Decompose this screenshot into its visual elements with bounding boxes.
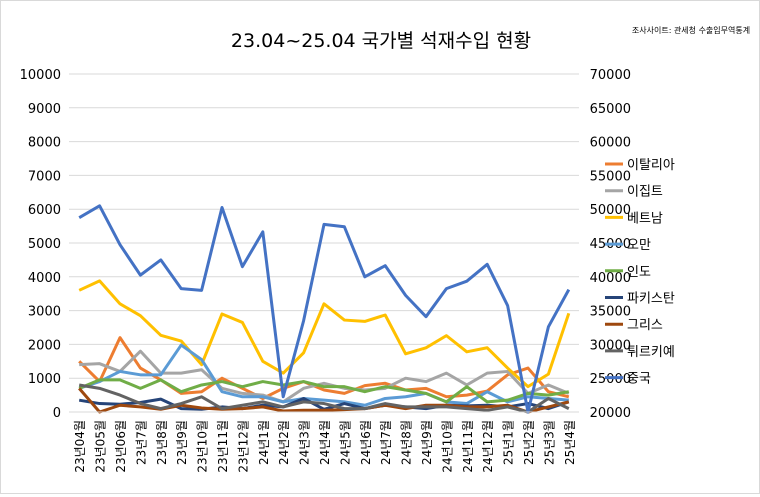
legend-label: 이집트 xyxy=(627,185,663,200)
x-tick-label: 24년10월 xyxy=(440,420,454,473)
y-tick-label: 6000 xyxy=(28,203,61,218)
x-tick-label: 24년2월 xyxy=(277,420,291,465)
y-tick-label: 0 xyxy=(53,406,61,421)
x-tick-label: 23년06월 xyxy=(114,420,128,473)
x-tick-label: 23년04월 xyxy=(73,420,87,473)
y-tick-label: 4000 xyxy=(28,271,61,286)
x-tick-label: 24년11월 xyxy=(461,420,475,473)
x-tick-label: 25년2월 xyxy=(522,420,536,465)
legend-label: 중국 xyxy=(627,372,651,387)
x-tick-label: 23년05월 xyxy=(94,420,108,473)
y-right-tick-label: 70000 xyxy=(590,68,631,83)
y-tick-label: 10000 xyxy=(20,68,61,83)
series-line-7 xyxy=(78,383,570,414)
chart-title: 23.04~25.04 국가별 석재수입 현황 xyxy=(231,30,531,52)
y-tick-label: 1000 xyxy=(28,372,61,387)
x-tick-label: 25년3월 xyxy=(542,420,556,465)
x-tick-label: 24년8월 xyxy=(400,420,414,465)
y-right-tick-label: 35000 xyxy=(590,305,631,320)
y-tick-label: 7000 xyxy=(28,169,61,184)
legend-label: 베트남 xyxy=(627,211,663,226)
x-tick-label: 23년7월 xyxy=(134,420,148,465)
series-line-3 xyxy=(78,343,569,407)
x-tick-label: 24년7월 xyxy=(379,420,393,465)
y-tick-label: 2000 xyxy=(28,338,61,353)
x-tick-label: 24년12월 xyxy=(481,420,495,473)
source-note: 조사사이트: 관세청 수출입무역통계 xyxy=(632,25,750,35)
x-tick-label: 25년4월 xyxy=(563,420,577,465)
y-tick-label: 9000 xyxy=(28,102,61,117)
x-tick-label: 24년1월 xyxy=(257,420,271,465)
legend-label: 인도 xyxy=(627,265,651,280)
x-tick-label: 23년9월 xyxy=(175,420,189,465)
legend-label: 파키스탄 xyxy=(627,292,675,307)
x-tick-label: 24년4월 xyxy=(318,420,332,465)
y-right-tick-label: 60000 xyxy=(590,136,631,151)
y-right-tick-label: 40000 xyxy=(590,271,631,286)
x-tick-label: 24년9월 xyxy=(420,420,434,465)
y-tick-label: 8000 xyxy=(28,136,61,151)
x-tick-label: 23년8월 xyxy=(155,420,169,465)
y-right-tick-label: 25000 xyxy=(590,372,631,387)
y-tick-label: 5000 xyxy=(28,237,61,252)
y-right-tick-label: 55000 xyxy=(590,169,631,184)
y-right-tick-label: 20000 xyxy=(590,406,631,421)
series-line-0 xyxy=(78,336,570,400)
y-right-tick-label: 65000 xyxy=(590,102,631,117)
x-tick-label: 23년12월 xyxy=(236,420,250,473)
y-tick-label: 3000 xyxy=(28,305,61,320)
legend-label: 이탈리아 xyxy=(627,158,675,173)
x-tick-label: 24년3월 xyxy=(298,420,312,465)
x-tick-label: 24년6월 xyxy=(359,420,373,465)
legend-label: 오만 xyxy=(627,238,651,253)
series-line-8 xyxy=(78,204,571,414)
x-tick-label: 23년10월 xyxy=(196,420,210,473)
legend-label: 튀르키예 xyxy=(627,345,675,360)
x-tick-label: 23년11월 xyxy=(216,420,230,473)
x-tick-label: 25년1월 xyxy=(502,420,516,465)
series-line-4 xyxy=(78,378,570,404)
x-tick-label: 24년5월 xyxy=(338,420,352,465)
y-right-tick-label: 50000 xyxy=(590,203,631,218)
series-line-2 xyxy=(78,279,571,389)
legend-label: 그리스 xyxy=(627,318,663,333)
